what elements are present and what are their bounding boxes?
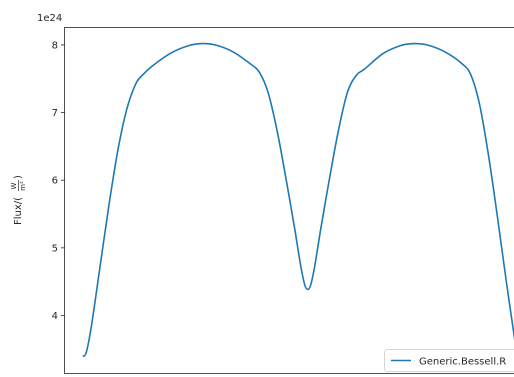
plot-area [82,42,514,357]
y-tick-label: 4 [52,311,58,322]
y-ticks: 4 5 6 7 8 [52,40,65,322]
svg-text:): ) [13,175,24,179]
legend-box [384,349,514,372]
y-tick-label: 6 [52,176,58,187]
y-tick-label: 5 [52,243,58,254]
svg-text:Flux/(: Flux/( [13,197,24,225]
y-offset-text: 1e24 [37,13,62,24]
legend-label: Generic.Bessell.R [419,357,506,368]
y-axis-label-text: Flux/ [13,200,24,225]
y-axis-unit-numerator: W [10,182,18,189]
y-axis-unit-denominator: m² [19,181,27,191]
series-line [82,42,514,357]
axes-frame [64,27,514,374]
y-tick-label: 8 [52,40,58,51]
y-axis-label: Flux/( W m² ) [10,175,27,225]
y-tick-label: 7 [52,108,58,119]
legend: Generic.Bessell.R [384,349,514,372]
